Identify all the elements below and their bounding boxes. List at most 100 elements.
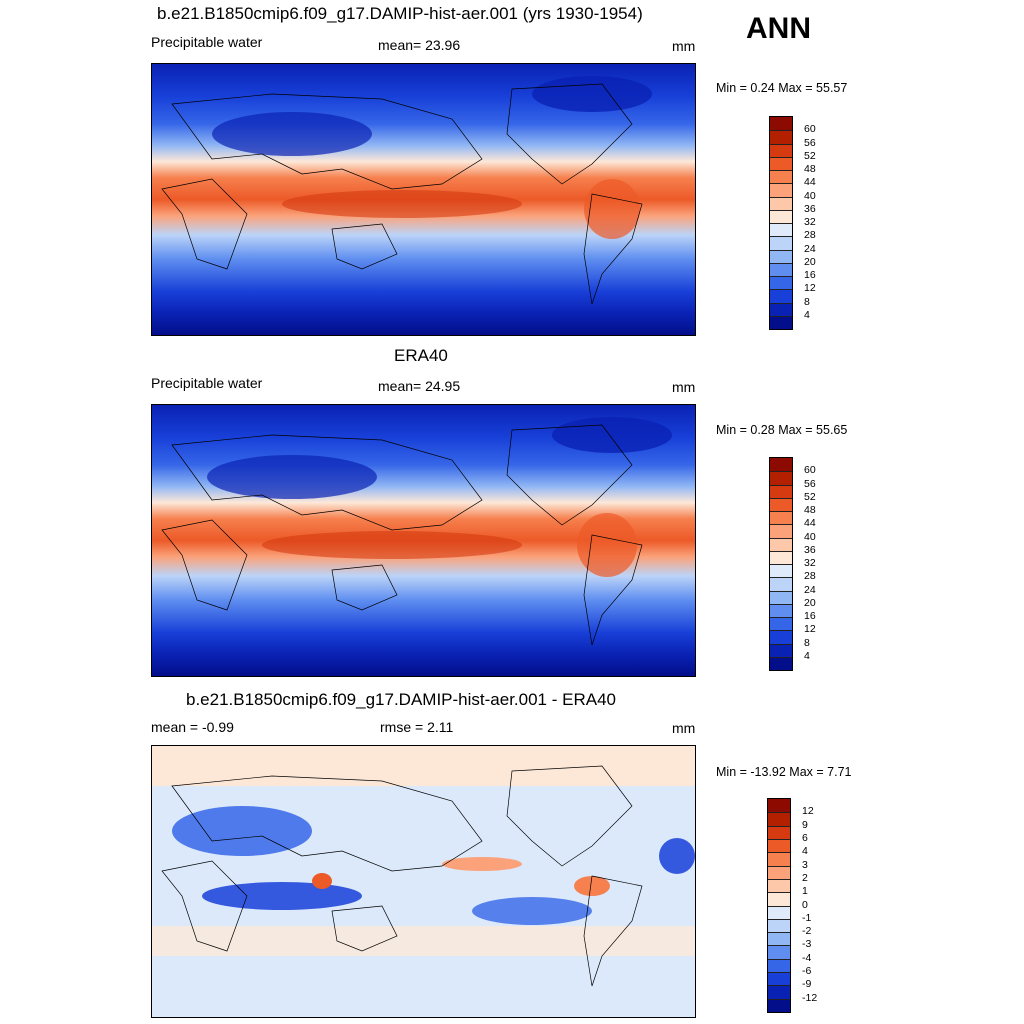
- panel1-title: b.e21.B1850cmip6.f09_g17.DAMIP-hist-aer.…: [157, 4, 643, 23]
- colorbar-tick-label: 56: [804, 477, 816, 490]
- colorbar-tick-label: -6: [802, 965, 812, 978]
- colorbar-tick-label: 28: [804, 229, 816, 242]
- colorbar-tick-label: 32: [804, 557, 816, 569]
- colorbar-swatch: [768, 838, 790, 853]
- colorbar-tick-label: 6: [802, 831, 808, 844]
- colorbar-swatch: [768, 958, 790, 973]
- colorbar-tick-label: 4: [804, 308, 810, 321]
- colorbar-swatch: [770, 617, 792, 631]
- colorbar-tick-label: -4: [802, 951, 812, 964]
- colorbar-swatch: [770, 143, 792, 157]
- colorbar-tick-label: 24: [804, 242, 816, 255]
- colorbar-tick-label: 16: [804, 610, 816, 622]
- colorbar-swatch: [768, 932, 790, 946]
- colorbar-tick-label: 52: [804, 149, 816, 162]
- colorbar-tick-label: 52: [804, 490, 816, 503]
- panel1-minmax: Min = 0.24 Max = 55.57: [716, 81, 848, 95]
- colorbar-swatch: [770, 209, 792, 223]
- panel2-variable-label: Precipitable water: [151, 375, 263, 391]
- panel2-title: ERA40: [394, 346, 448, 365]
- colorbar-swatch: [770, 643, 792, 657]
- colorbar-tick-label: 3: [802, 858, 808, 871]
- colorbar-swatch: [768, 972, 790, 986]
- colorbar-swatch: [768, 852, 790, 866]
- colorbar-tick-label: 0: [802, 898, 808, 911]
- panel3-rmse-label: rmse = 2.11: [380, 719, 454, 735]
- colorbar-tick-label: 16: [804, 269, 816, 281]
- colorbar-tick-label: 12: [804, 623, 816, 636]
- colorbar-tick-label: 36: [804, 543, 816, 556]
- colorbar-tick-label: 4: [802, 845, 808, 858]
- colorbar-tick-label: 4: [804, 649, 810, 662]
- colorbar-tick-label: 24: [804, 583, 816, 596]
- colorbar-tick-label: 44: [804, 517, 816, 530]
- panel3-title: b.e21.B1850cmip6.f09_g17.DAMIP-hist-aer.…: [186, 690, 616, 709]
- colorbar-swatch: [768, 998, 790, 1012]
- colorbar-swatch: [770, 524, 792, 538]
- panel1-units: mm: [672, 38, 696, 54]
- panel2-units: mm: [672, 379, 696, 395]
- colorbar-tick-label: 12: [804, 282, 816, 295]
- panel3-units: mm: [672, 720, 696, 736]
- colorbar-tick-label: 40: [804, 189, 816, 202]
- colorbar-swatch: [770, 223, 792, 237]
- colorbar-swatch: [768, 865, 790, 879]
- colorbar-tick-label: -3: [802, 938, 812, 951]
- colorbar-tick-label: 60: [804, 123, 816, 136]
- colorbar-tick-label: 9: [802, 818, 808, 831]
- colorbar-tick-label: 44: [804, 176, 816, 189]
- colorbar-tick-label: 1: [802, 885, 808, 898]
- colorbar-swatch: [770, 458, 792, 472]
- colorbar-tick-label: -12: [802, 991, 818, 1004]
- panel2-colorbar: [769, 457, 793, 671]
- colorbar-tick-label: 60: [804, 464, 816, 477]
- colorbar-tick-label: 8: [804, 295, 810, 308]
- colorbar-tick-label: 12: [802, 805, 814, 818]
- colorbar-swatch: [768, 892, 790, 906]
- colorbar-swatch: [770, 590, 792, 604]
- season-label: ANN: [746, 12, 811, 45]
- panel3-colorbar: [767, 798, 791, 1013]
- panel1-mean-label: mean= 23.96: [378, 37, 461, 53]
- colorbar-tick-label: 56: [804, 136, 816, 149]
- colorbar-swatch: [770, 315, 792, 329]
- colorbar-swatch: [770, 564, 792, 578]
- colorbar-swatch: [768, 918, 790, 933]
- colorbar-swatch: [770, 550, 792, 564]
- colorbar-tick-label: 32: [804, 216, 816, 228]
- colorbar-swatch: [770, 484, 792, 498]
- panel2-minmax: Min = 0.28 Max = 55.65: [716, 423, 848, 437]
- colorbar-tick-label: -2: [802, 925, 812, 938]
- colorbar-tick-label: -9: [802, 978, 812, 991]
- panel2-mean-label: mean= 24.95: [378, 378, 461, 394]
- panel3-mean-label: mean = -0.99: [151, 719, 234, 735]
- colorbar-swatch: [770, 130, 792, 144]
- panel1-map: [151, 63, 696, 336]
- colorbar-swatch: [770, 302, 792, 316]
- colorbar-swatch: [770, 630, 792, 644]
- colorbar-swatch: [768, 985, 790, 999]
- colorbar-swatch: [770, 289, 792, 303]
- colorbar-swatch: [770, 276, 792, 290]
- colorbar-swatch: [770, 117, 792, 131]
- colorbar-swatch: [770, 511, 792, 525]
- colorbar-tick-label: 40: [804, 530, 816, 543]
- colorbar-tick-label: 2: [802, 871, 808, 884]
- panel2-map: [151, 404, 696, 677]
- panel3-map: [151, 745, 696, 1018]
- colorbar-swatch: [768, 825, 790, 839]
- colorbar-swatch: [770, 262, 792, 276]
- colorbar-swatch: [770, 471, 792, 485]
- colorbar-swatch: [770, 183, 792, 197]
- colorbar-swatch: [770, 249, 792, 263]
- colorbar-swatch: [768, 945, 790, 959]
- panel1-variable-label: Precipitable water: [151, 34, 263, 50]
- colorbar-tick-label: 20: [804, 255, 816, 268]
- panel1-colorbar: [769, 116, 793, 330]
- colorbar-swatch: [768, 799, 790, 813]
- colorbar-swatch: [770, 656, 792, 670]
- colorbar-swatch: [770, 603, 792, 617]
- colorbar-tick-label: 20: [804, 596, 816, 609]
- colorbar-tick-label: -1: [802, 911, 812, 924]
- colorbar-tick-label: 48: [804, 163, 816, 175]
